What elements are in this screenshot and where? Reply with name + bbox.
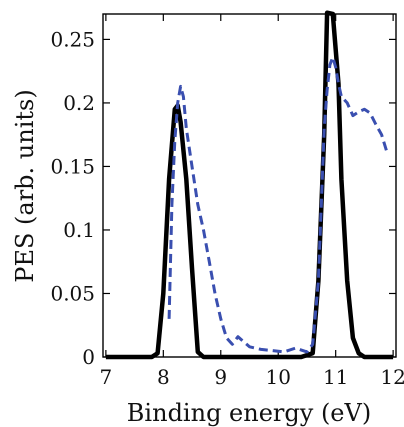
- y-tick-label: 0.25: [50, 27, 95, 51]
- y-tick-label: 0.15: [50, 154, 95, 178]
- series-layer: [105, 10, 394, 360]
- y-axis-title: PES (arb. units): [11, 89, 39, 282]
- y-tick-label: 0.1: [63, 218, 95, 242]
- series-line-dashed: [167, 55, 389, 354]
- x-axis-title: Binding energy (eV): [127, 399, 371, 427]
- x-tick-label: 8: [157, 365, 170, 389]
- y-tick-label: 0.2: [63, 91, 95, 115]
- plot-frame: [102, 13, 397, 358]
- series-line-solid: [105, 10, 394, 360]
- x-axis-ticks: 7 8 9 10 11 12: [100, 14, 404, 389]
- x-tick-label: 10: [265, 365, 290, 389]
- y-tick-label: 0.05: [50, 281, 95, 305]
- x-tick-label: 11: [323, 365, 348, 389]
- x-tick-label: 9: [214, 365, 227, 389]
- x-tick-label: 7: [100, 365, 113, 389]
- y-tick-label: 0: [82, 345, 95, 369]
- x-tick-label: 12: [380, 365, 404, 389]
